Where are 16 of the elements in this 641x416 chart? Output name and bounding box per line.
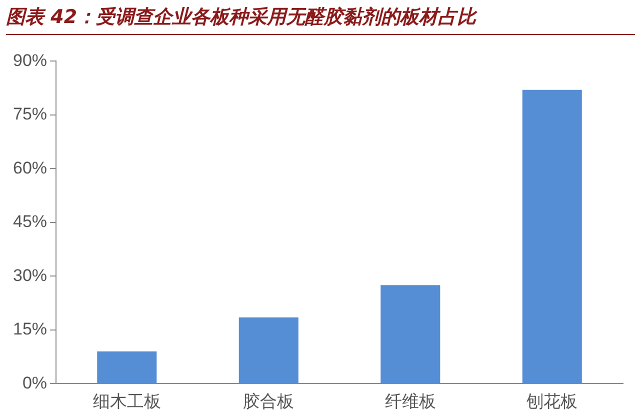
x-tick-label: 细木工板 (92, 392, 161, 412)
x-tick-label: 刨花板 (526, 392, 578, 412)
y-tick-label: 75% (12, 104, 48, 124)
chart-title: 图表 42：受调查企业各板种采用无醛胶黏剂的板材占比 (6, 4, 635, 35)
y-tick-label: 0% (22, 373, 48, 392)
bar (97, 351, 157, 384)
bar (380, 285, 440, 384)
bar (522, 90, 582, 384)
bar (238, 317, 298, 384)
x-tick-label: 纤维板 (384, 392, 436, 412)
y-tick-label: 90% (12, 50, 48, 70)
y-tick-label: 60% (12, 158, 48, 178)
y-tick-label: 45% (12, 212, 48, 232)
y-tick-label: 30% (12, 266, 48, 285)
x-tick-label: 胶合板 (243, 392, 294, 412)
y-tick-label: 15% (12, 320, 48, 339)
